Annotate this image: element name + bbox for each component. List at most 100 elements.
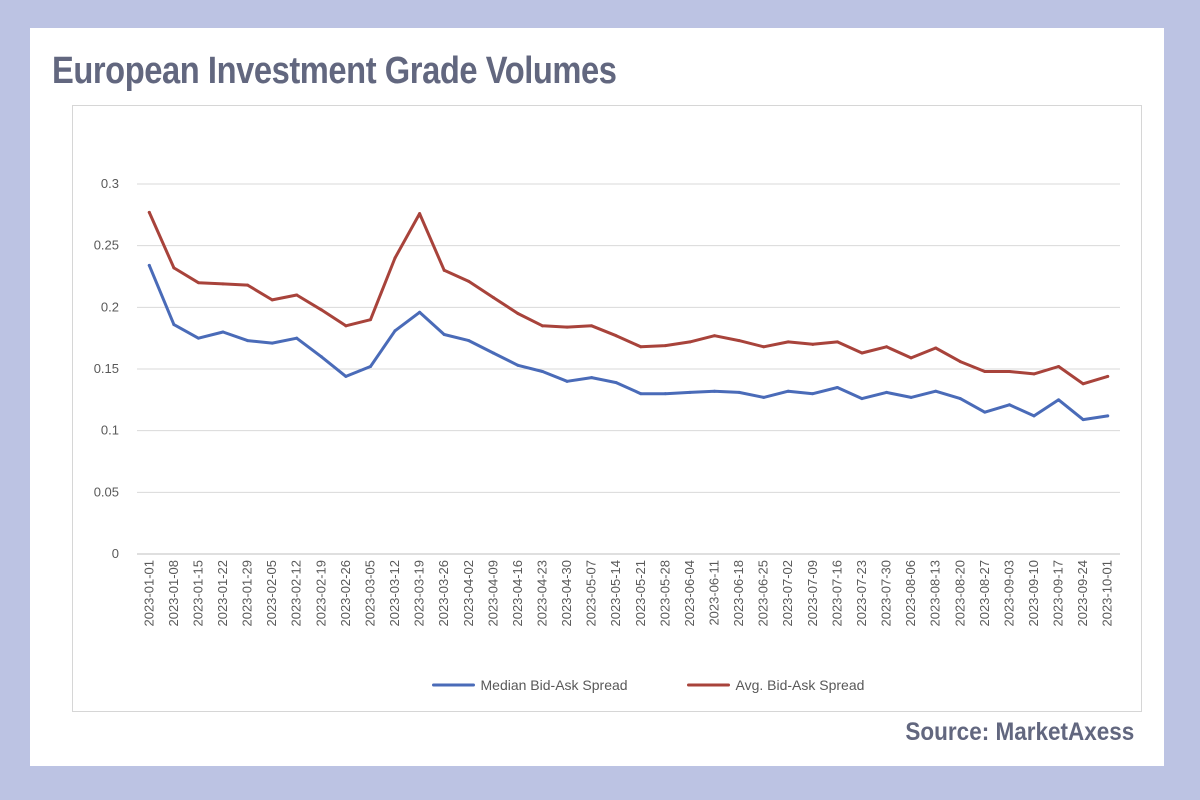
data-point <box>246 339 250 343</box>
x-tick-label: 2023-05-07 <box>584 560 599 627</box>
x-tick-label: 2023-01-29 <box>240 560 255 627</box>
x-tick-label: 2023-07-02 <box>780 560 795 627</box>
x-tick-label: 2023-02-26 <box>338 560 353 627</box>
x-tick-label: 2023-02-12 <box>289 560 304 627</box>
x-tick-label: 2023-04-16 <box>510 560 525 627</box>
data-point <box>467 339 471 343</box>
x-tick-label: 2023-09-10 <box>1026 560 1041 627</box>
data-point <box>639 345 643 349</box>
data-point <box>1007 403 1011 407</box>
data-point <box>172 323 176 327</box>
x-tick-label: 2023-07-30 <box>879 560 894 627</box>
x-tick-label: 2023-09-24 <box>1075 560 1090 627</box>
data-point <box>467 279 471 283</box>
data-point <box>565 379 569 383</box>
x-tick-label: 2023-05-28 <box>657 560 672 627</box>
data-point <box>958 397 962 401</box>
data-point <box>983 410 987 414</box>
data-point <box>663 344 667 348</box>
data-point <box>688 340 692 344</box>
source-note: Source: MarketAxess <box>905 718 1134 746</box>
data-point <box>368 365 372 369</box>
data-point <box>885 345 889 349</box>
data-point <box>663 392 667 396</box>
data-point <box>885 390 889 394</box>
x-tick-label: 2023-09-03 <box>1001 560 1016 627</box>
y-tick-label: 0.25 <box>94 238 119 253</box>
data-point <box>196 336 200 340</box>
y-tick-label: 0 <box>112 546 119 561</box>
data-point <box>860 351 864 355</box>
data-point <box>1106 414 1110 418</box>
x-tick-label: 2023-04-02 <box>461 560 476 627</box>
data-point <box>270 341 274 345</box>
data-point <box>147 263 151 267</box>
data-point <box>540 369 544 373</box>
page-title: European Investment Grade Volumes <box>52 50 617 92</box>
data-point <box>516 312 520 315</box>
x-tick-label: 2023-06-04 <box>682 560 697 627</box>
x-tick-label: 2023-10-01 <box>1100 560 1115 627</box>
data-point <box>860 397 864 401</box>
data-point <box>491 295 495 299</box>
data-point <box>147 210 151 214</box>
data-point <box>835 340 839 344</box>
x-tick-label: 2023-06-11 <box>707 560 722 626</box>
x-tick-label: 2023-01-01 <box>141 560 156 627</box>
data-point <box>811 392 815 396</box>
data-point <box>319 308 323 312</box>
data-point <box>1057 365 1061 369</box>
data-point <box>344 374 348 378</box>
series-line-1 <box>147 263 1110 422</box>
x-tick-label: 2023-08-20 <box>952 560 967 627</box>
data-point <box>983 369 987 373</box>
data-point <box>713 334 717 338</box>
x-tick-label: 2023-01-15 <box>190 560 205 627</box>
data-point <box>737 339 741 343</box>
data-point <box>934 389 938 393</box>
data-point <box>418 310 422 314</box>
data-point <box>1081 418 1085 422</box>
x-tick-label: 2023-05-14 <box>608 560 623 627</box>
x-tick-label: 2023-05-21 <box>633 560 648 627</box>
data-point <box>835 386 839 389</box>
data-point <box>1007 369 1011 373</box>
data-point <box>909 356 913 360</box>
chart-card: European Investment Grade Volumes 0 0.05 0… <box>30 28 1164 766</box>
x-tick-label: 2023-08-27 <box>977 560 992 627</box>
legend-label: Median Bid-Ask Spread <box>481 677 628 693</box>
x-tick-label: 2023-03-19 <box>412 560 427 627</box>
y-tick-label: 0.3 <box>101 176 119 191</box>
data-point <box>393 329 397 333</box>
x-tick-label: 2023-06-25 <box>756 560 771 627</box>
data-point <box>1081 382 1085 386</box>
data-point <box>811 342 815 346</box>
data-point <box>246 283 250 287</box>
line-chart: 0 0.05 0.1 0.15 0.2 0.25 0.3 2023-01-01 2023-01-… <box>94 176 1120 693</box>
x-tick-label: 2023-02-05 <box>264 560 279 627</box>
data-point <box>418 212 422 216</box>
data-point <box>393 256 397 260</box>
data-point <box>270 298 274 302</box>
y-tick-label: 0.05 <box>94 484 119 499</box>
x-tick-label: 2023-03-26 <box>436 560 451 627</box>
data-point <box>516 363 520 367</box>
x-tick-label: 2023-07-16 <box>829 560 844 627</box>
x-tick-label: 2023-09-17 <box>1051 560 1066 627</box>
x-tick-label: 2023-02-19 <box>313 560 328 627</box>
data-point <box>172 266 176 270</box>
y-tick-label: 0.15 <box>94 361 119 376</box>
data-point <box>1032 372 1036 376</box>
x-tick-label: 2023-04-30 <box>559 560 574 627</box>
data-point <box>688 390 692 394</box>
data-point <box>762 395 766 399</box>
legend-label: Avg. Bid-Ask Spread <box>736 677 865 693</box>
data-point <box>295 293 299 297</box>
x-tick-label: 2023-01-22 <box>215 560 230 627</box>
x-tick-label: 2023-04-23 <box>534 560 549 627</box>
x-tick-label: 2023-08-13 <box>928 560 943 627</box>
data-point <box>590 376 594 380</box>
data-point <box>295 336 299 340</box>
data-point <box>442 268 446 272</box>
series-line-2 <box>147 210 1110 386</box>
